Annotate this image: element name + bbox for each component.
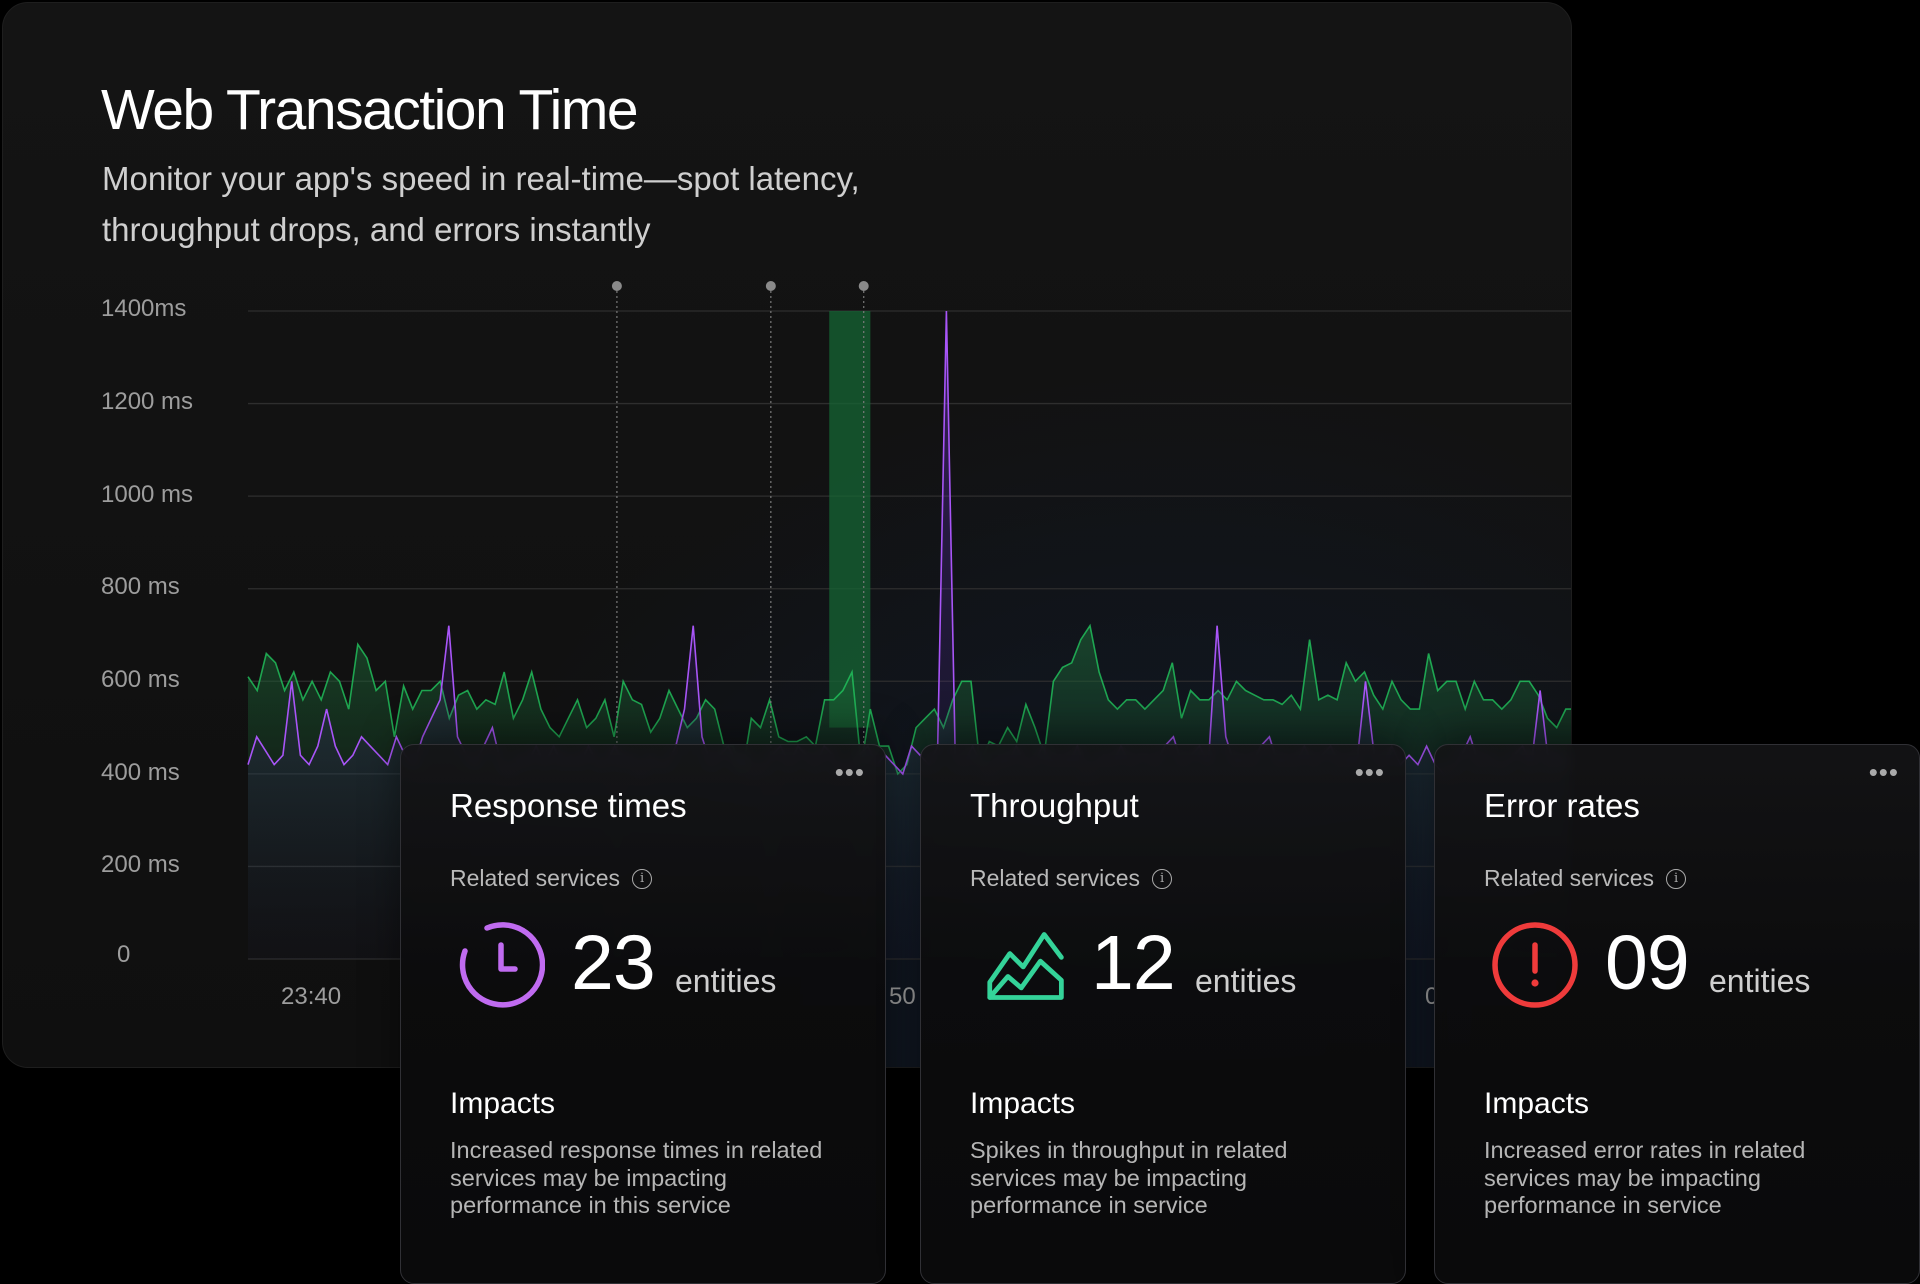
page-title: Web Transaction Time — [101, 78, 639, 142]
more-options-icon[interactable]: ••• — [834, 757, 865, 787]
y-tick-label: 1000 ms — [101, 481, 194, 508]
clock-icon — [459, 922, 545, 1008]
entity-count: 09 — [1605, 920, 1690, 1006]
related-services: Related services i — [970, 865, 1173, 892]
highlight-band — [829, 311, 871, 728]
y-tick-label: 0 — [117, 941, 131, 968]
y-tick-label: 800 ms — [101, 573, 180, 600]
page-subtitle: Monitor your app's speed in real-time—sp… — [102, 160, 860, 248]
related-services-label: Related services — [1484, 865, 1655, 891]
impacts-description: Spikes in throughput in related services… — [970, 1137, 1288, 1218]
info-icon[interactable]: i — [632, 868, 653, 889]
card-title: Error rates — [1484, 787, 1640, 824]
card-title: Throughput — [970, 787, 1139, 824]
error-rates-card[interactable]: ••• Error rates Related services i 09 en… — [1434, 744, 1920, 1284]
impacts-heading: Impacts — [450, 1087, 556, 1120]
impacts-heading: Impacts — [970, 1087, 1076, 1120]
y-tick-label: 1400ms — [101, 295, 187, 322]
y-tick-label: 400 ms — [101, 759, 180, 786]
impacts-heading: Impacts — [1484, 1087, 1590, 1120]
entity-count: 23 — [571, 920, 656, 1006]
y-tick-label: 1200 ms — [101, 388, 194, 415]
related-services-label: Related services — [970, 865, 1141, 891]
event-marker-dot — [765, 281, 776, 291]
related-services-label: Related services — [450, 865, 621, 891]
entity-count: 12 — [1091, 920, 1176, 1006]
x-tick-label: 50 — [889, 983, 916, 1010]
related-services: Related services i — [1484, 865, 1687, 892]
area-chart-icon — [987, 932, 1064, 1000]
x-tick-label: 23:40 — [281, 983, 342, 1010]
y-tick-label: 200 ms — [101, 851, 180, 878]
y-tick-label: 600 ms — [101, 666, 180, 693]
event-marker-dot — [611, 281, 622, 291]
more-options-icon[interactable]: ••• — [1868, 757, 1899, 787]
entity-unit: entities — [675, 963, 777, 999]
impacts-description: Increased response times in related serv… — [450, 1137, 823, 1218]
throughput-card[interactable]: ••• Throughput Related services i 12 ent… — [920, 744, 1406, 1284]
entity-unit: entities — [1195, 963, 1297, 999]
info-icon[interactable]: i — [1152, 868, 1173, 889]
related-services: Related services i — [450, 865, 653, 892]
more-options-icon[interactable]: ••• — [1354, 757, 1385, 787]
card-title: Response times — [450, 787, 687, 824]
info-icon[interactable]: i — [1666, 868, 1687, 889]
impacts-description: Increased error rates in related service… — [1484, 1137, 1806, 1218]
response-times-card[interactable]: ••• Response times Related services i 23… — [400, 744, 886, 1284]
event-marker-dot — [858, 281, 869, 291]
entity-unit: entities — [1709, 963, 1811, 999]
alert-circle-icon — [1492, 922, 1578, 1008]
